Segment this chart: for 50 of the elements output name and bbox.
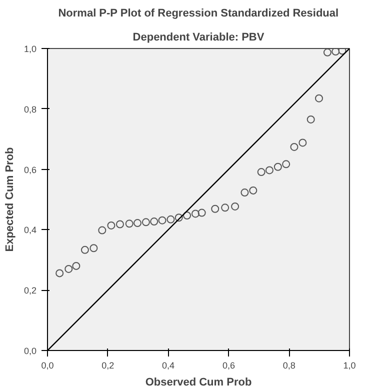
point [298, 138, 307, 147]
y-tick-label: 0,4 [24, 225, 37, 236]
y-tick-label: 1,0 [24, 44, 37, 54]
point [166, 215, 175, 224]
point [315, 94, 323, 102]
x-tick-label: 1,0 [343, 360, 356, 370]
chart-subtitle: Dependent Variable: PBV [132, 32, 265, 44]
point [150, 218, 158, 226]
point [80, 246, 89, 254]
point [306, 115, 315, 124]
point [240, 188, 249, 197]
point [257, 168, 266, 176]
point [338, 48, 346, 55]
point [265, 166, 274, 174]
point [174, 214, 183, 222]
point [211, 204, 220, 213]
x-tick-label: 0,0 [41, 360, 54, 370]
y-tick-label: 0,6 [24, 164, 37, 175]
point [323, 48, 332, 56]
point [142, 218, 150, 226]
point [231, 202, 240, 210]
point [107, 221, 116, 230]
point [90, 244, 98, 252]
point [158, 216, 166, 224]
point [133, 219, 142, 228]
x-axis-title: Observed Cum Prob [145, 376, 252, 388]
point [274, 162, 282, 171]
point [98, 226, 106, 234]
point [249, 186, 258, 194]
point [72, 262, 80, 270]
y-axis-title: Expected Cum Prob [4, 146, 16, 252]
y-tick-label: 0,0 [24, 346, 37, 356]
chart-title: Normal P-P Plot of Regression Standardized Residual [58, 8, 339, 20]
point [191, 210, 200, 218]
point [221, 204, 230, 212]
point [56, 269, 64, 278]
point [332, 48, 340, 56]
y-tick-label: 0,8 [24, 104, 37, 114]
point [290, 142, 298, 151]
x-tick-label: 0,2 [102, 360, 114, 370]
y-tick-label: 0,2 [24, 286, 37, 296]
x-tick-label: 0,4 [162, 360, 175, 370]
x-tick-label: 0,8 [282, 360, 296, 370]
point [116, 220, 124, 228]
point [198, 208, 206, 217]
point [282, 160, 290, 168]
point [125, 220, 134, 228]
x-tick-label: 0,6 [222, 360, 235, 370]
point [64, 264, 73, 273]
point [183, 212, 192, 220]
